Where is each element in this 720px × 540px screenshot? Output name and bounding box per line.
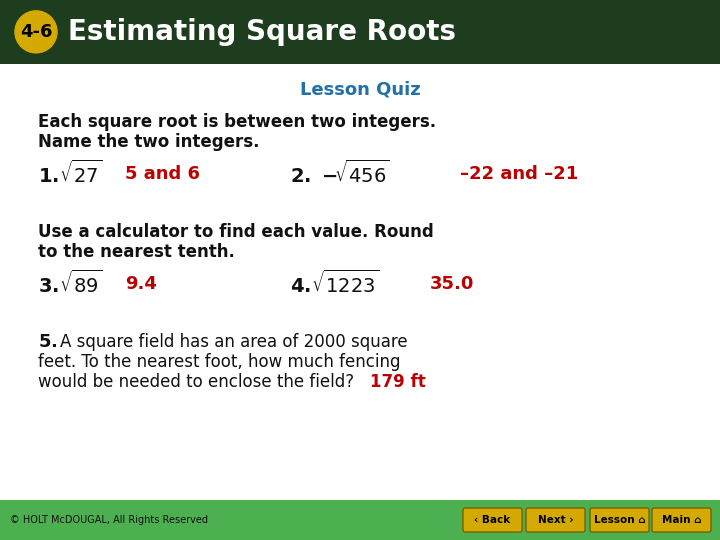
Text: 4-6: 4-6 bbox=[19, 23, 53, 41]
Text: Name the two integers.: Name the two integers. bbox=[38, 133, 259, 151]
Text: $\mathbf{4.}\!\sqrt{1223}$: $\mathbf{4.}\!\sqrt{1223}$ bbox=[290, 270, 379, 298]
Bar bbox=[0, 0, 720, 64]
Bar bbox=[0, 500, 720, 540]
Text: $\mathbf{2.}\ \mathbf{-}\!\sqrt{456}$: $\mathbf{2.}\ \mathbf{-}\!\sqrt{456}$ bbox=[290, 160, 390, 187]
Text: feet. To the nearest foot, how much fencing: feet. To the nearest foot, how much fenc… bbox=[38, 353, 400, 371]
Text: $\mathbf{3.}\!\sqrt{89}$: $\mathbf{3.}\!\sqrt{89}$ bbox=[38, 270, 103, 298]
Text: would be needed to enclose the field?: would be needed to enclose the field? bbox=[38, 373, 354, 391]
Text: –22 and –21: –22 and –21 bbox=[460, 165, 578, 183]
Text: $\mathbf{1.}\!\sqrt{27}$: $\mathbf{1.}\!\sqrt{27}$ bbox=[38, 160, 103, 187]
FancyBboxPatch shape bbox=[526, 508, 585, 532]
FancyBboxPatch shape bbox=[590, 508, 649, 532]
Text: ‹ Back: ‹ Back bbox=[474, 515, 510, 525]
FancyBboxPatch shape bbox=[652, 508, 711, 532]
Text: $\mathbf{5.}$: $\mathbf{5.}$ bbox=[38, 333, 58, 350]
Text: A square field has an area of 2000 square: A square field has an area of 2000 squar… bbox=[60, 333, 408, 350]
Text: Use a calculator to find each value. Round: Use a calculator to find each value. Rou… bbox=[38, 222, 433, 241]
Text: 9.4: 9.4 bbox=[125, 275, 157, 293]
Circle shape bbox=[15, 11, 57, 53]
Text: 35.0: 35.0 bbox=[430, 275, 474, 293]
Text: 179 ft: 179 ft bbox=[370, 373, 426, 391]
Text: Main ⌂: Main ⌂ bbox=[662, 515, 701, 525]
Text: 5 and 6: 5 and 6 bbox=[125, 165, 200, 183]
Text: Lesson Quiz: Lesson Quiz bbox=[300, 80, 420, 99]
Text: to the nearest tenth.: to the nearest tenth. bbox=[38, 242, 235, 261]
Text: Lesson ⌂: Lesson ⌂ bbox=[594, 515, 645, 525]
Text: Next ›: Next › bbox=[538, 515, 573, 525]
FancyBboxPatch shape bbox=[463, 508, 522, 532]
Text: © HOLT McDOUGAL, All Rights Reserved: © HOLT McDOUGAL, All Rights Reserved bbox=[10, 515, 208, 525]
Text: Estimating Square Roots: Estimating Square Roots bbox=[68, 18, 456, 46]
Text: Each square root is between two integers.: Each square root is between two integers… bbox=[38, 113, 436, 131]
